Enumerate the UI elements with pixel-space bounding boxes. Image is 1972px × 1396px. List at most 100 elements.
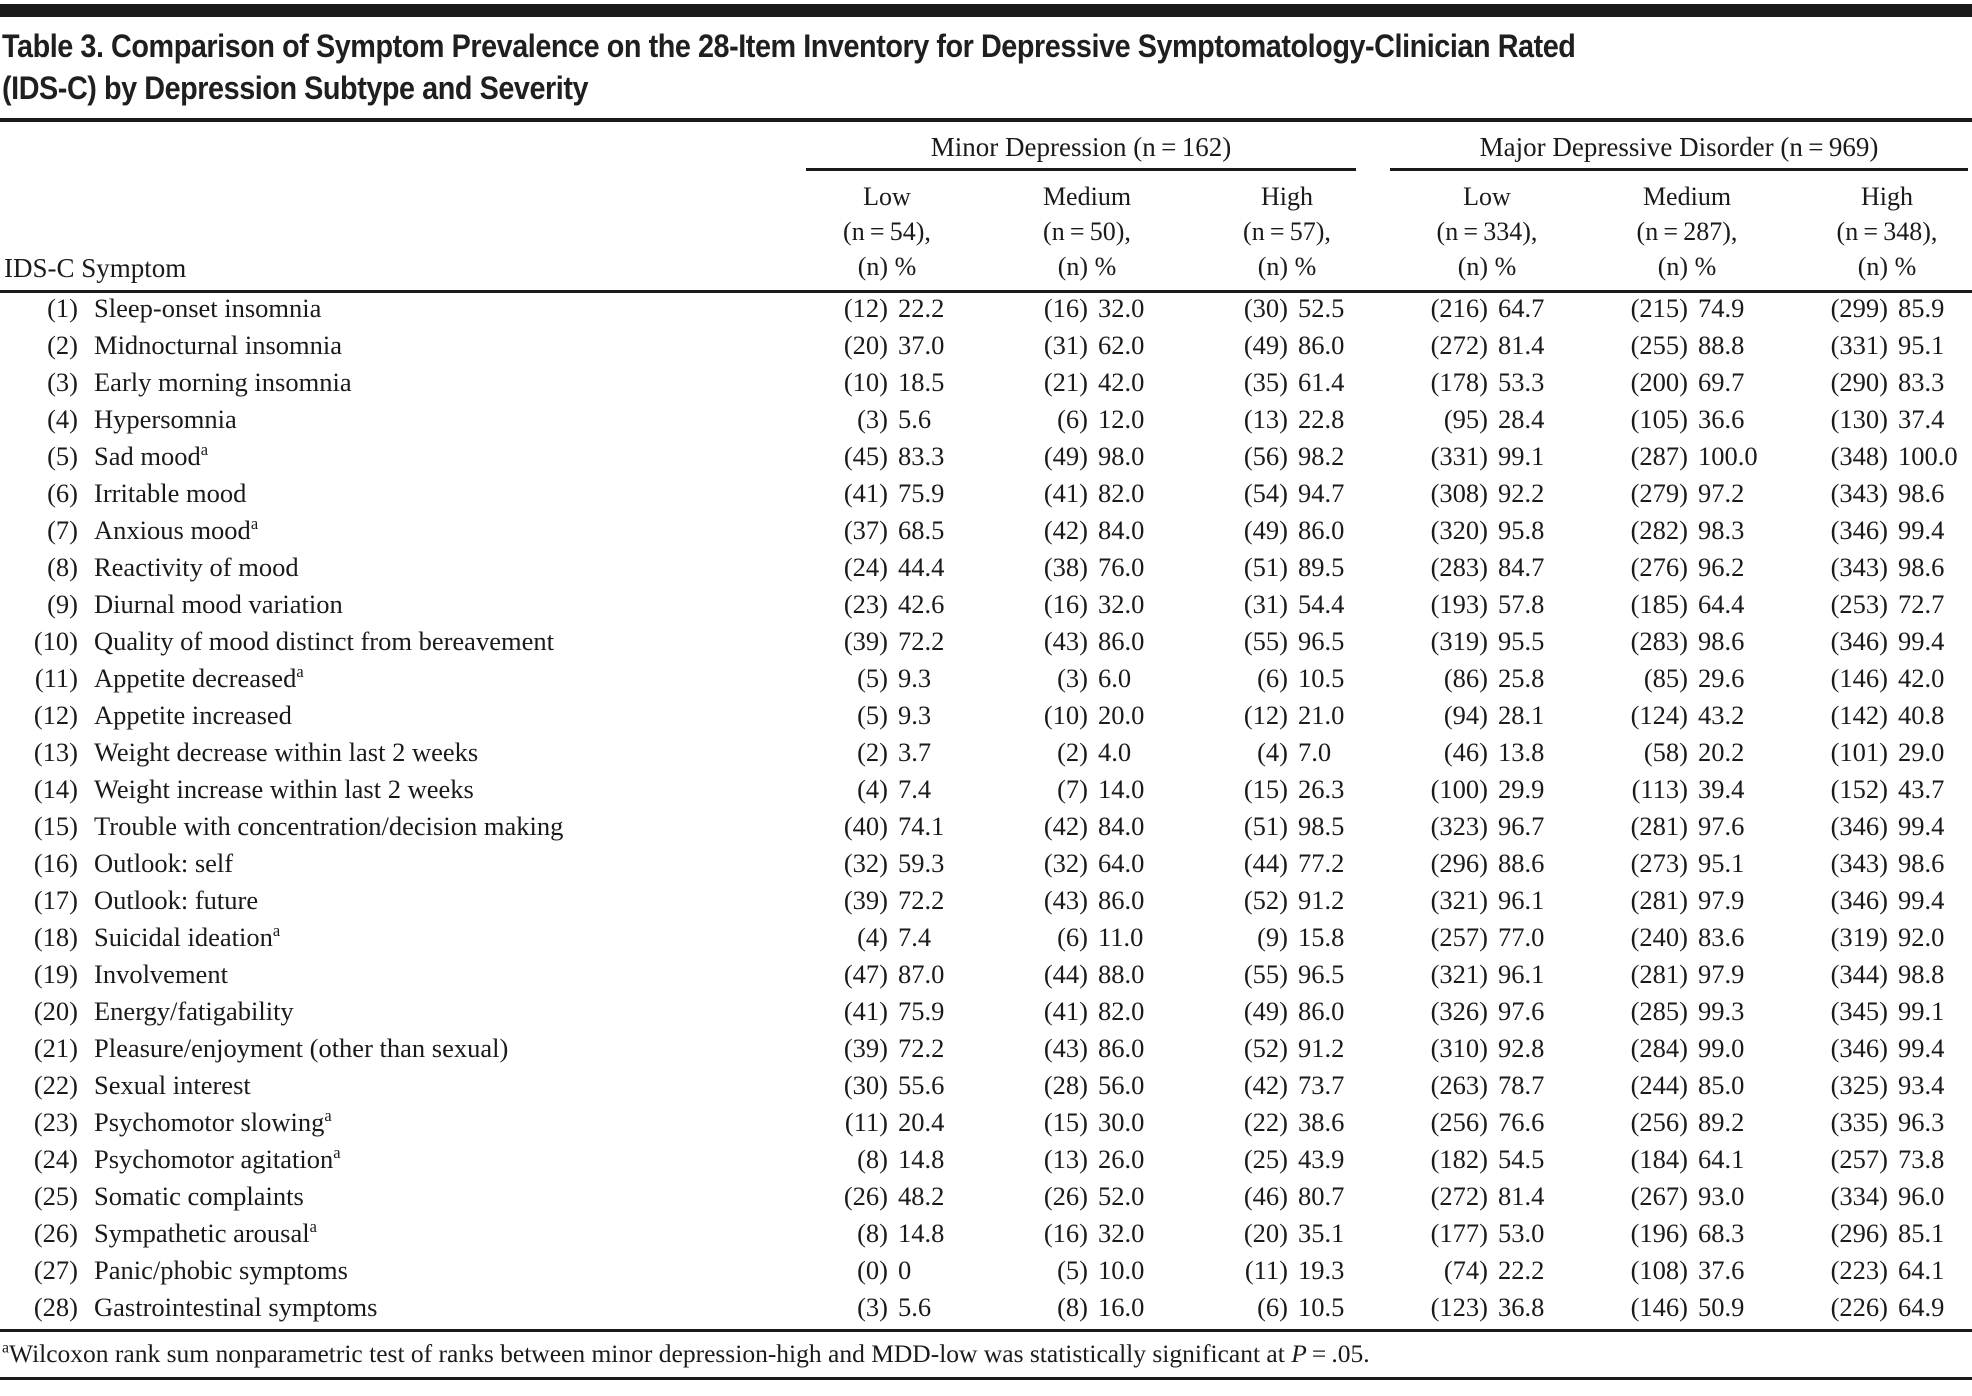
symptom-label: (28) Gastrointestinal symptoms [0, 1292, 772, 1323]
count-value: (256) [1430, 1107, 1488, 1137]
symptom-text: Appetite decreaseda [94, 662, 304, 693]
percent-value: 96.3 [1898, 1107, 1945, 1137]
value-cell: (101) 29.0 [1772, 737, 1972, 768]
percent-value: 98.6 [1898, 478, 1945, 508]
percent-value: 95.1 [1898, 330, 1945, 360]
count-value: (244) [1630, 1070, 1688, 1100]
count-value: (346) [1830, 811, 1888, 841]
count-value: (343) [1830, 848, 1888, 878]
column-header-minor-high: High (n = 57), (n) % [1172, 171, 1372, 290]
value-cell: (196) 68.3 [1572, 1218, 1772, 1249]
percent-value: 91.2 [1298, 885, 1345, 915]
count-value: (47) [843, 959, 888, 989]
percent-value: 87.0 [898, 959, 945, 989]
percent-value: 92.0 [1898, 922, 1945, 952]
count-value: (37) [843, 515, 888, 545]
percent-value: 42.6 [898, 589, 945, 619]
percent-value: 85.1 [1898, 1218, 1945, 1248]
value-cell: (49) 86.0 [1172, 996, 1372, 1027]
percent-value: 83.3 [898, 441, 945, 471]
count-value: (193) [1430, 589, 1488, 619]
count-value: (177) [1430, 1218, 1488, 1248]
count-value: (283) [1630, 626, 1688, 656]
count-value: (320) [1430, 515, 1488, 545]
symptom-text: Midnocturnal insomnia [94, 330, 343, 360]
percent-value: 80.7 [1298, 1181, 1345, 1211]
value-cell: (5) 9.3 [772, 700, 972, 731]
percent-value: 40.8 [1898, 700, 1945, 730]
count-value: (146) [1630, 1292, 1688, 1322]
count-value: (15) [1243, 774, 1288, 804]
value-cell: (344) 98.8 [1772, 959, 1972, 990]
value-cell: (321) 96.1 [1372, 959, 1572, 990]
value-cell: (51) 89.5 [1172, 552, 1372, 583]
value-cell: (223) 64.1 [1772, 1255, 1972, 1286]
value-cell: (296) 88.6 [1372, 848, 1572, 879]
value-cell: (41) 82.0 [972, 996, 1172, 1027]
value-cell: (272) 81.4 [1372, 330, 1572, 361]
percent-value: 99.3 [1698, 996, 1745, 1026]
value-cell: (4) 7.4 [772, 774, 972, 805]
column-unit: (n) % [1657, 252, 1717, 281]
count-value: (86) [1443, 663, 1488, 693]
value-cell: (3) 6.0 [972, 663, 1172, 694]
percent-value: 28.1 [1498, 700, 1545, 730]
value-cell: (285) 99.3 [1572, 996, 1772, 1027]
percent-value: 73.7 [1298, 1070, 1345, 1100]
value-cell: (85) 29.6 [1572, 663, 1772, 694]
value-cell: (346) 99.4 [1772, 811, 1972, 842]
footnote-marker: a [200, 440, 209, 460]
value-cell: (13) 22.8 [1172, 404, 1372, 435]
percent-value: 12.0 [1098, 404, 1145, 434]
percent-value: 55.6 [898, 1070, 945, 1100]
symptom-label: (12) Appetite increased [0, 700, 772, 731]
percent-value: 98.3 [1698, 515, 1745, 545]
count-value: (44) [1243, 848, 1288, 878]
percent-value: 81.4 [1498, 1181, 1545, 1211]
symptom-text: Energy/fatigability [94, 996, 294, 1026]
percent-value: 35.1 [1298, 1218, 1345, 1248]
count-value: (326) [1430, 996, 1488, 1026]
value-cell: (343) 98.6 [1772, 848, 1972, 879]
count-value: (253) [1830, 589, 1888, 619]
table-row: (20) Energy/fatigability (41) 75.9 (41) 82.… [0, 996, 1972, 1033]
percent-value: 97.2 [1698, 478, 1745, 508]
count-value: (6) [1057, 922, 1088, 952]
count-value: (38) [1043, 552, 1088, 582]
percent-value: 29.6 [1698, 663, 1745, 693]
count-value: (308) [1430, 478, 1488, 508]
symptom-number: (19) [33, 959, 78, 989]
count-value: (146) [1830, 663, 1888, 693]
count-value: (40) [843, 811, 888, 841]
percent-value: 43.7 [1898, 774, 1945, 804]
count-value: (35) [1243, 367, 1288, 397]
count-value: (26) [843, 1181, 888, 1211]
count-value: (184) [1630, 1144, 1688, 1174]
column-header-minor-medium: Medium (n = 50), (n) % [972, 171, 1172, 290]
count-value: (215) [1630, 293, 1688, 323]
value-cell: (255) 88.8 [1572, 330, 1772, 361]
percent-value: 99.4 [1898, 515, 1945, 545]
count-value: (95) [1443, 404, 1488, 434]
bottom-rule [0, 1377, 1972, 1380]
count-value: (108) [1630, 1255, 1688, 1285]
table-row: (12) Appetite increased (5) 9.3 (10) 20.0 (1… [0, 700, 1972, 737]
percent-value: 99.1 [1498, 441, 1545, 471]
percent-value: 10.0 [1098, 1255, 1145, 1285]
value-cell: (43) 86.0 [972, 885, 1172, 916]
value-cell: (331) 99.1 [1372, 441, 1572, 472]
value-cell: (16) 32.0 [972, 293, 1172, 324]
table-row: (14) Weight increase within last 2 weeks… [0, 774, 1972, 811]
symptom-number: (12) [33, 700, 78, 730]
column-level: High [1861, 182, 1913, 211]
value-cell: (42) 84.0 [972, 515, 1172, 546]
percent-value: 52.5 [1298, 293, 1345, 323]
symptom-number: (21) [33, 1033, 78, 1063]
count-value: (344) [1830, 959, 1888, 989]
count-value: (255) [1630, 330, 1688, 360]
column-n: (n = 348), [1836, 217, 1938, 246]
value-cell: (257) 73.8 [1772, 1144, 1972, 1175]
value-cell: (343) 98.6 [1772, 478, 1972, 509]
count-value: (263) [1430, 1070, 1488, 1100]
percent-value: 83.3 [1898, 367, 1945, 397]
